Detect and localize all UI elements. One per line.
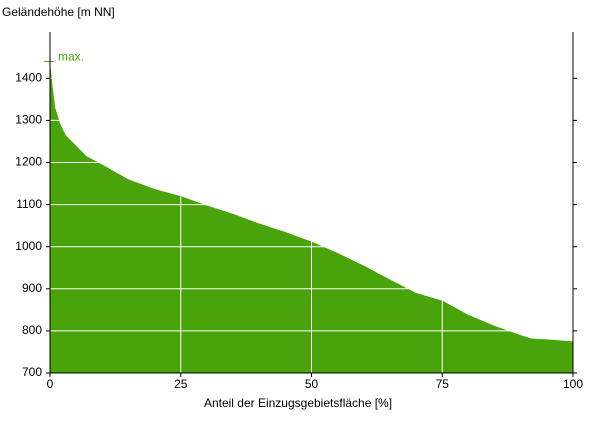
y-tick-label: 800 (22, 323, 42, 337)
x-tick-label: 50 (305, 377, 319, 391)
y-tick-label: 700 (22, 365, 42, 379)
x-tick-label: 25 (174, 377, 188, 391)
y-tick-label: 1000 (15, 239, 42, 253)
y-axis-label: Geländehöhe [m NN] (2, 5, 115, 19)
y-tick-label: 1400 (15, 70, 42, 84)
x-tick-label: 100 (563, 377, 583, 391)
x-tick-label: 75 (436, 377, 450, 391)
x-tick-label: 0 (47, 377, 54, 391)
y-tick-label: 1300 (15, 113, 42, 127)
max-label: max. (58, 50, 84, 64)
y-tick-label: 1100 (16, 197, 42, 211)
x-axis-label: Anteil der Einzugsgebietsfläche [%] (204, 396, 392, 410)
y-tick-label: 1200 (15, 155, 42, 169)
y-tick-label: 900 (22, 281, 42, 295)
